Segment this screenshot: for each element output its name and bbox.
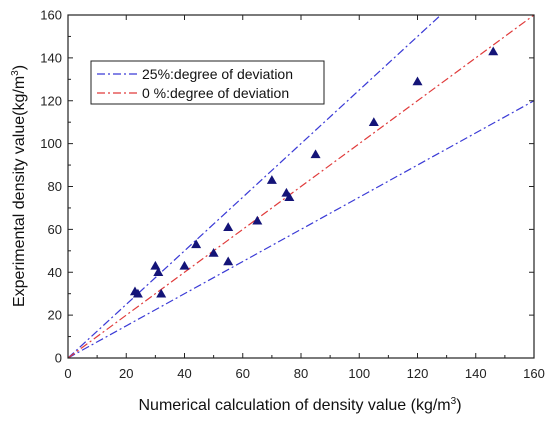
y-tick-label: 0: [55, 351, 62, 366]
x-tick-label: 20: [119, 366, 133, 381]
y-tick-label: 160: [40, 8, 62, 23]
data-point: [132, 288, 143, 298]
y-axis: 0 20 40 60 80 100 120 140 160: [40, 8, 534, 366]
data-point: [191, 239, 202, 249]
legend-box: [90, 60, 325, 105]
x-tick-label: 100: [348, 366, 370, 381]
data-point: [156, 288, 167, 298]
x-tick-label: 40: [177, 366, 191, 381]
legend: 25%:degree of deviation 0 %:degree of de…: [90, 60, 325, 105]
x-axis-title: Numerical calculation of density value (…: [138, 396, 461, 414]
y-tick-label: 60: [48, 222, 62, 237]
y-axis-title-tail: ): [11, 65, 28, 70]
x-axis-title-sup: 3: [451, 396, 457, 407]
data-point: [179, 260, 190, 270]
y-axis-title-sup: 3: [10, 70, 21, 76]
data-point: [223, 256, 234, 266]
data-point: [412, 76, 423, 86]
y-tick-label: 100: [40, 136, 62, 151]
data-point: [208, 247, 219, 257]
y-axis-title: Experimental density value(kg/m3): [10, 65, 28, 307]
legend-label-25-percent: 25%:degree of deviation: [142, 66, 293, 82]
data-point: [150, 260, 161, 270]
y-axis-title-main: Experimental density value(kg/m: [11, 76, 28, 307]
data-point: [488, 46, 499, 56]
reference-lines: [68, 15, 534, 358]
data-point: [153, 267, 164, 276]
data-point: [284, 192, 295, 201]
data-point: [368, 117, 379, 126]
data-point: [266, 175, 277, 184]
x-tick-label: 60: [236, 366, 250, 381]
x-tick-label: 0: [64, 366, 71, 381]
y-tick-label: 140: [40, 50, 62, 65]
reference-line-1-0: [68, 15, 534, 358]
data-point: [310, 149, 321, 159]
x-axis-title-main: Numerical calculation of density value (…: [138, 397, 450, 414]
x-tick-label: 140: [465, 366, 487, 381]
data-points: [129, 46, 499, 298]
y-tick-label: 120: [40, 93, 62, 108]
y-tick-label: 40: [48, 265, 62, 280]
data-point: [223, 222, 234, 231]
x-tick-label: 120: [407, 366, 429, 381]
data-point: [252, 215, 263, 225]
reference-line-0-0: [68, 15, 442, 358]
x-tick-label: 160: [523, 366, 545, 381]
x-axis-title-tail: ): [456, 397, 461, 414]
y-tick-label: 80: [48, 179, 62, 194]
y-tick-label: 20: [48, 308, 62, 323]
x-axis: 0 20 40 60 80 100 120 140 160: [64, 15, 545, 381]
x-tick-label: 80: [294, 366, 308, 381]
reference-line-0-1: [68, 100, 534, 358]
legend-label-0-percent: 0 %:degree of deviation: [142, 85, 289, 101]
